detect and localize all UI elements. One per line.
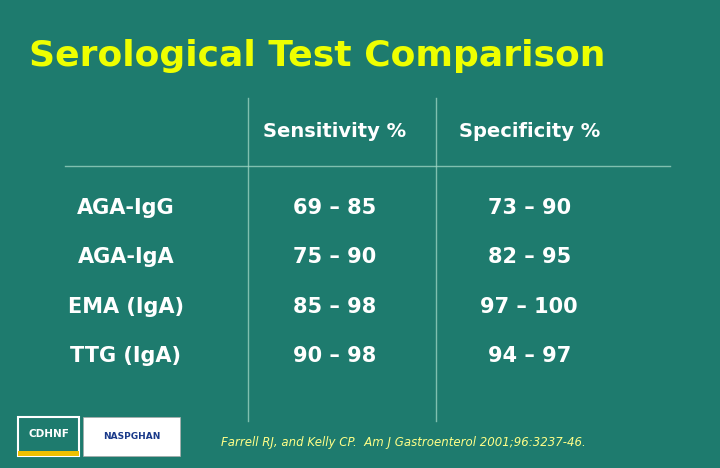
Text: 75 – 90: 75 – 90 xyxy=(293,248,377,267)
Text: 85 – 98: 85 – 98 xyxy=(293,297,377,316)
FancyBboxPatch shape xyxy=(18,417,79,456)
Text: AGA-IgA: AGA-IgA xyxy=(78,248,174,267)
Text: EMA (IgA): EMA (IgA) xyxy=(68,297,184,316)
Text: Serological Test Comparison: Serological Test Comparison xyxy=(29,39,605,73)
Text: 94 – 97: 94 – 97 xyxy=(487,346,571,366)
Text: Farrell RJ, and Kelly CP.  Am J Gastroenterol 2001;96:3237-46.: Farrell RJ, and Kelly CP. Am J Gastroent… xyxy=(221,436,585,449)
Text: NASPGHAN: NASPGHAN xyxy=(103,432,160,441)
Bar xyxy=(18,451,79,456)
FancyBboxPatch shape xyxy=(83,417,180,456)
Text: 69 – 85: 69 – 85 xyxy=(293,198,377,218)
Text: Sensitivity %: Sensitivity % xyxy=(264,122,406,140)
Text: AGA-IgG: AGA-IgG xyxy=(77,198,175,218)
Text: 82 – 95: 82 – 95 xyxy=(487,248,571,267)
Text: TTG (IgA): TTG (IgA) xyxy=(71,346,181,366)
Text: 73 – 90: 73 – 90 xyxy=(487,198,571,218)
Text: Specificity %: Specificity % xyxy=(459,122,600,140)
Text: CDHNF: CDHNF xyxy=(28,429,69,439)
Text: 90 – 98: 90 – 98 xyxy=(293,346,377,366)
Text: 97 – 100: 97 – 100 xyxy=(480,297,578,316)
